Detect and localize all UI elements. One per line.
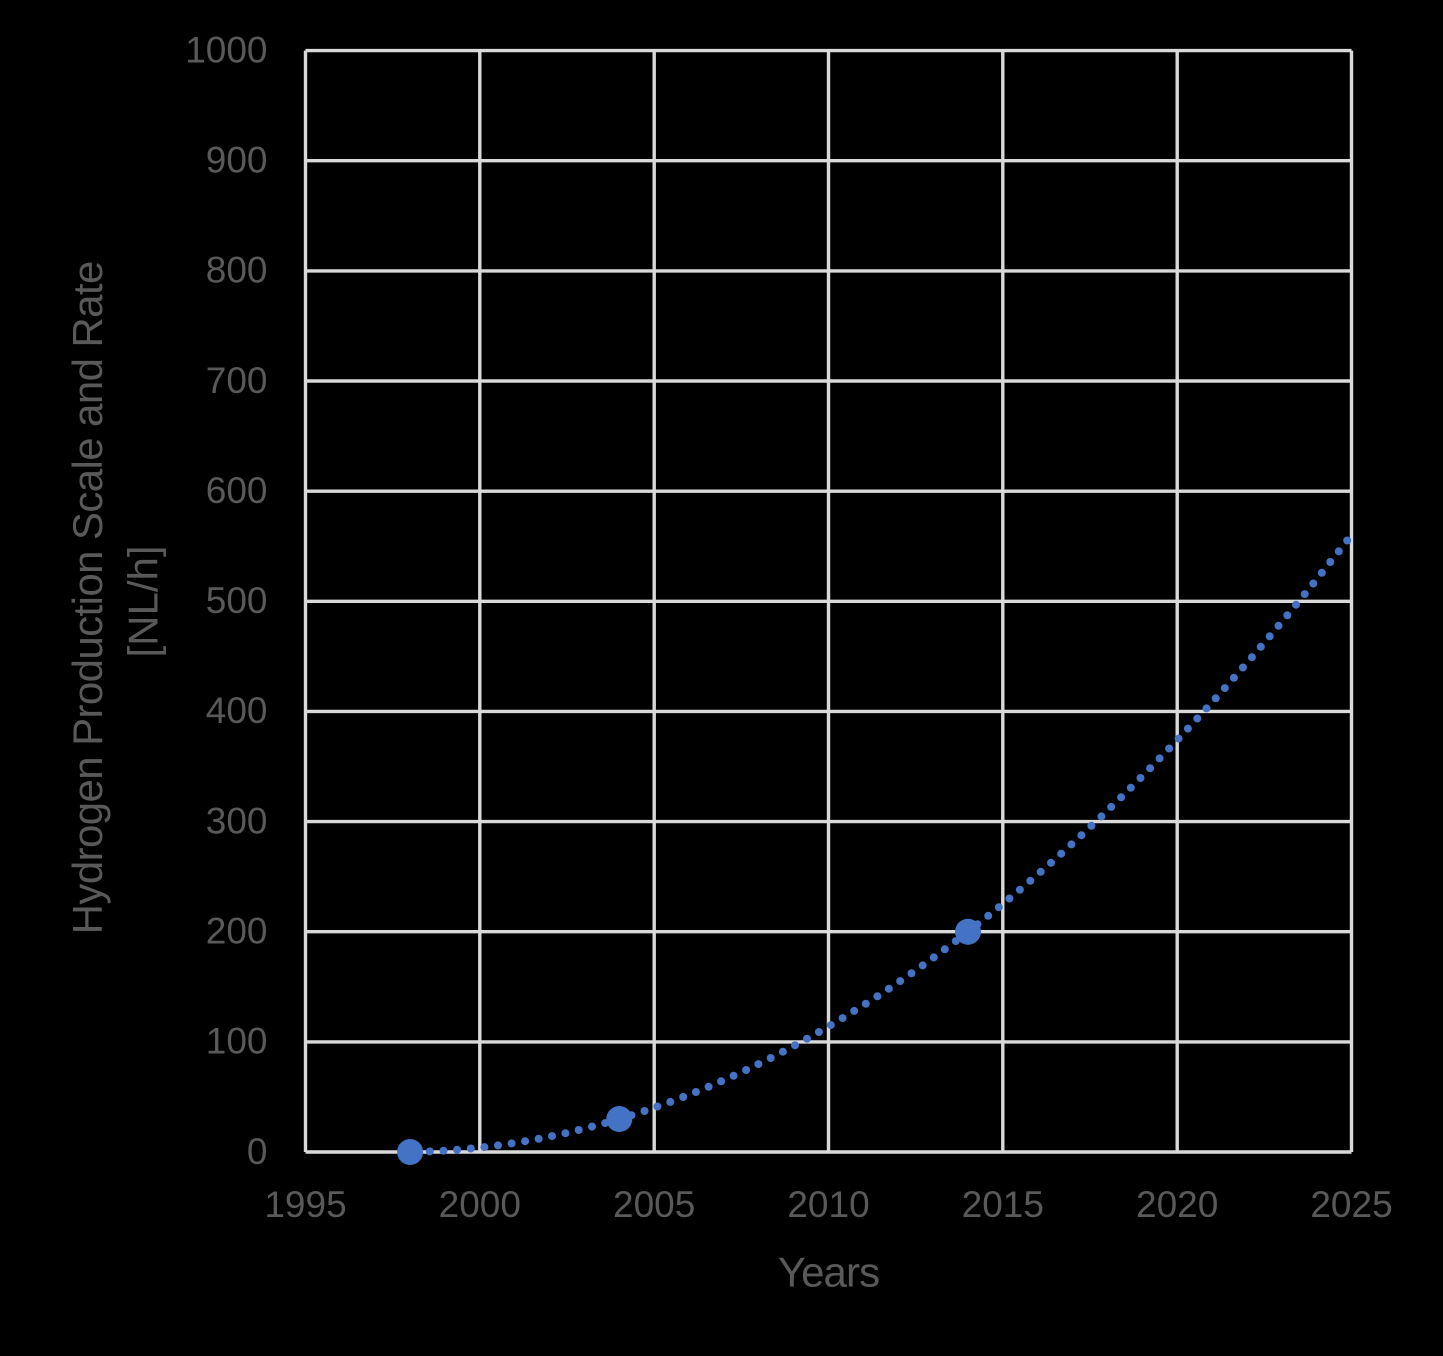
svg-text:400: 400 — [206, 690, 268, 731]
svg-text:1995: 1995 — [264, 1184, 346, 1225]
svg-text:200: 200 — [206, 911, 268, 952]
svg-text:500: 500 — [206, 580, 268, 621]
svg-text:700: 700 — [206, 360, 268, 401]
svg-text:[NL/h]: [NL/h] — [120, 545, 167, 657]
svg-text:900: 900 — [206, 140, 268, 181]
svg-text:1000: 1000 — [185, 29, 267, 70]
svg-text:2020: 2020 — [1136, 1184, 1218, 1225]
svg-text:Years: Years — [778, 1248, 879, 1295]
svg-text:600: 600 — [206, 470, 268, 511]
svg-text:2025: 2025 — [1310, 1184, 1392, 1225]
svg-text:300: 300 — [206, 800, 268, 841]
svg-text:2000: 2000 — [439, 1184, 521, 1225]
svg-text:2010: 2010 — [787, 1184, 869, 1225]
svg-text:0: 0 — [247, 1131, 268, 1172]
svg-text:Hydrogen Production Scale and: Hydrogen Production Scale and Rate — [64, 261, 111, 934]
svg-text:2015: 2015 — [962, 1184, 1044, 1225]
svg-text:2005: 2005 — [613, 1184, 695, 1225]
svg-text:100: 100 — [206, 1021, 268, 1062]
svg-text:800: 800 — [206, 250, 268, 291]
